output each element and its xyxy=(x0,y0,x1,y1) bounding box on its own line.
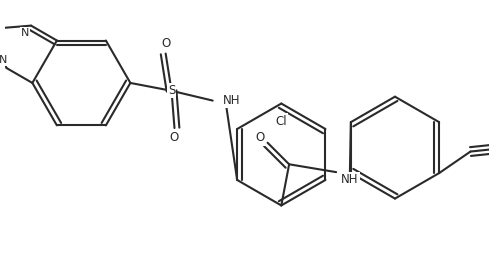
Text: Cl: Cl xyxy=(276,115,287,128)
Text: N: N xyxy=(0,55,7,65)
Text: O: O xyxy=(161,37,170,50)
Text: NH: NH xyxy=(222,94,240,107)
Text: NH: NH xyxy=(341,174,359,186)
Text: O: O xyxy=(170,131,179,144)
Text: S: S xyxy=(168,84,175,97)
Text: O: O xyxy=(255,131,264,144)
Text: N: N xyxy=(21,28,29,38)
